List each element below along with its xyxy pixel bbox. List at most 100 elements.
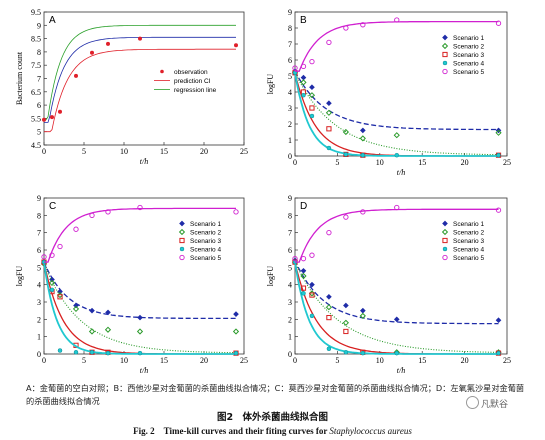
data-point-5 [137, 204, 143, 211]
y-tick-label: 8 [288, 211, 292, 220]
data-point-3 [309, 292, 315, 298]
fit-line-2 [294, 72, 499, 156]
data-point-4 [137, 350, 143, 356]
data-point-1 [137, 314, 143, 321]
fit-line-4 [294, 72, 499, 157]
y-tick-label: 2 [288, 315, 292, 324]
fit-line-2 [294, 261, 499, 353]
data-point-4 [301, 291, 306, 296]
panel-D: D 0 5 10 15 20 25 0 1 2 3 4 5 6 7 8 9 t/h logFU Scenario 1 S… [266, 194, 511, 375]
panel-label: C [49, 201, 56, 212]
observation-point [58, 109, 62, 114]
regression-line [44, 24, 236, 121]
data-point-5 [41, 254, 47, 260]
y-tick-label: 8 [37, 48, 41, 57]
data-point-1 [105, 309, 111, 316]
x-tick-label: 0 [293, 158, 297, 167]
y-tick-label: 8.5 [31, 35, 41, 44]
fit-line-5 [44, 207, 236, 263]
figure-title-en-species: Staphylococcus aureus [329, 426, 412, 436]
data-point-2 [325, 109, 333, 116]
data-point-1 [360, 307, 366, 314]
legend-label: Scenario 3 [190, 238, 221, 245]
figure-title-cn: 图2 体外杀菌曲线拟合图 [216, 412, 329, 423]
data-point-5 [309, 58, 315, 65]
observation-point [90, 50, 94, 55]
data-point-2 [495, 129, 502, 136]
data-point-2 [48, 279, 56, 287]
data-point-2 [300, 79, 307, 86]
data-point-1 [343, 302, 349, 309]
legend-label: Scenario 4 [453, 61, 484, 68]
x-tick-label: 15 [418, 356, 426, 365]
y-tick-label: 9 [37, 194, 41, 203]
data-point-2 [136, 328, 144, 335]
y-tick-label: 5 [288, 72, 292, 81]
y-tick-label: 9 [37, 21, 41, 30]
data-point-4 [309, 313, 315, 319]
data-point-5 [326, 39, 332, 46]
observation-point [42, 117, 46, 122]
observation-point [50, 115, 54, 120]
x-tick-label: 20 [461, 158, 469, 167]
y-tick-label: 3 [37, 298, 41, 307]
legend-label: Scenario 5 [453, 255, 484, 262]
data-point-2 [342, 128, 349, 136]
data-point-4 [394, 152, 400, 158]
legend-marker [442, 34, 448, 41]
legend-marker [179, 254, 185, 261]
data-point-1 [300, 74, 307, 81]
data-point-1 [300, 267, 307, 274]
data-point-1 [309, 84, 315, 91]
x-tick-label: 15 [160, 147, 168, 156]
legend-label: Scenario 3 [453, 238, 484, 245]
y-tick-label: 8 [37, 211, 41, 220]
data-point-2 [393, 132, 400, 139]
data-point-3 [57, 294, 63, 300]
data-point-4 [496, 152, 501, 158]
data-point-4 [326, 145, 332, 151]
legend-marker [442, 246, 448, 252]
plot-frame [43, 11, 245, 146]
legend-label: Scenario 1 [453, 221, 484, 228]
y-tick-label: 3 [288, 104, 292, 113]
observation-point [234, 43, 238, 48]
data-point-5 [73, 226, 79, 232]
data-point-5 [292, 256, 298, 262]
legend-marker [442, 254, 448, 261]
data-point-5 [343, 214, 349, 220]
x-tick-label: 5 [82, 147, 86, 156]
data-point-1 [326, 100, 332, 107]
fit-line-3 [43, 261, 236, 355]
x-tick-label: 5 [82, 356, 86, 365]
data-point-5 [49, 252, 55, 258]
data-point-4 [105, 350, 111, 356]
x-tick-label: 15 [160, 356, 168, 365]
legend-marker [179, 220, 185, 227]
data-point-3 [300, 285, 307, 291]
legend-label: prediction CI [174, 78, 211, 85]
x-axis-label: t/h [397, 168, 405, 177]
legend-label: Scenario 3 [453, 52, 484, 59]
x-tick-label: 15 [418, 158, 426, 167]
y-tick-label: 1 [37, 333, 41, 342]
x-tick-label: 0 [293, 356, 297, 365]
legend-label: Scenario 4 [190, 247, 221, 254]
data-point-5 [233, 209, 239, 215]
y-tick-label: 7 [288, 229, 292, 238]
x-tick-label: 20 [200, 147, 208, 156]
fit-line-3 [294, 72, 499, 157]
data-point-2 [72, 305, 80, 313]
y-tick-label: 5 [288, 263, 292, 272]
data-point-5 [360, 209, 366, 215]
legend-marker [179, 246, 185, 252]
y-tick-label: 0 [288, 152, 292, 161]
legend-marker [442, 51, 448, 58]
x-tick-label: 25 [240, 147, 248, 156]
legend-label: Scenario 1 [190, 221, 221, 228]
y-tick-label: 2 [288, 120, 292, 129]
y-axis-label: logFU [266, 74, 275, 95]
fit-line-1 [294, 260, 499, 325]
data-point-2 [104, 326, 112, 333]
figure-title-en-prefix: Fig. 2 Time-kill curves and their fiting… [133, 426, 330, 436]
